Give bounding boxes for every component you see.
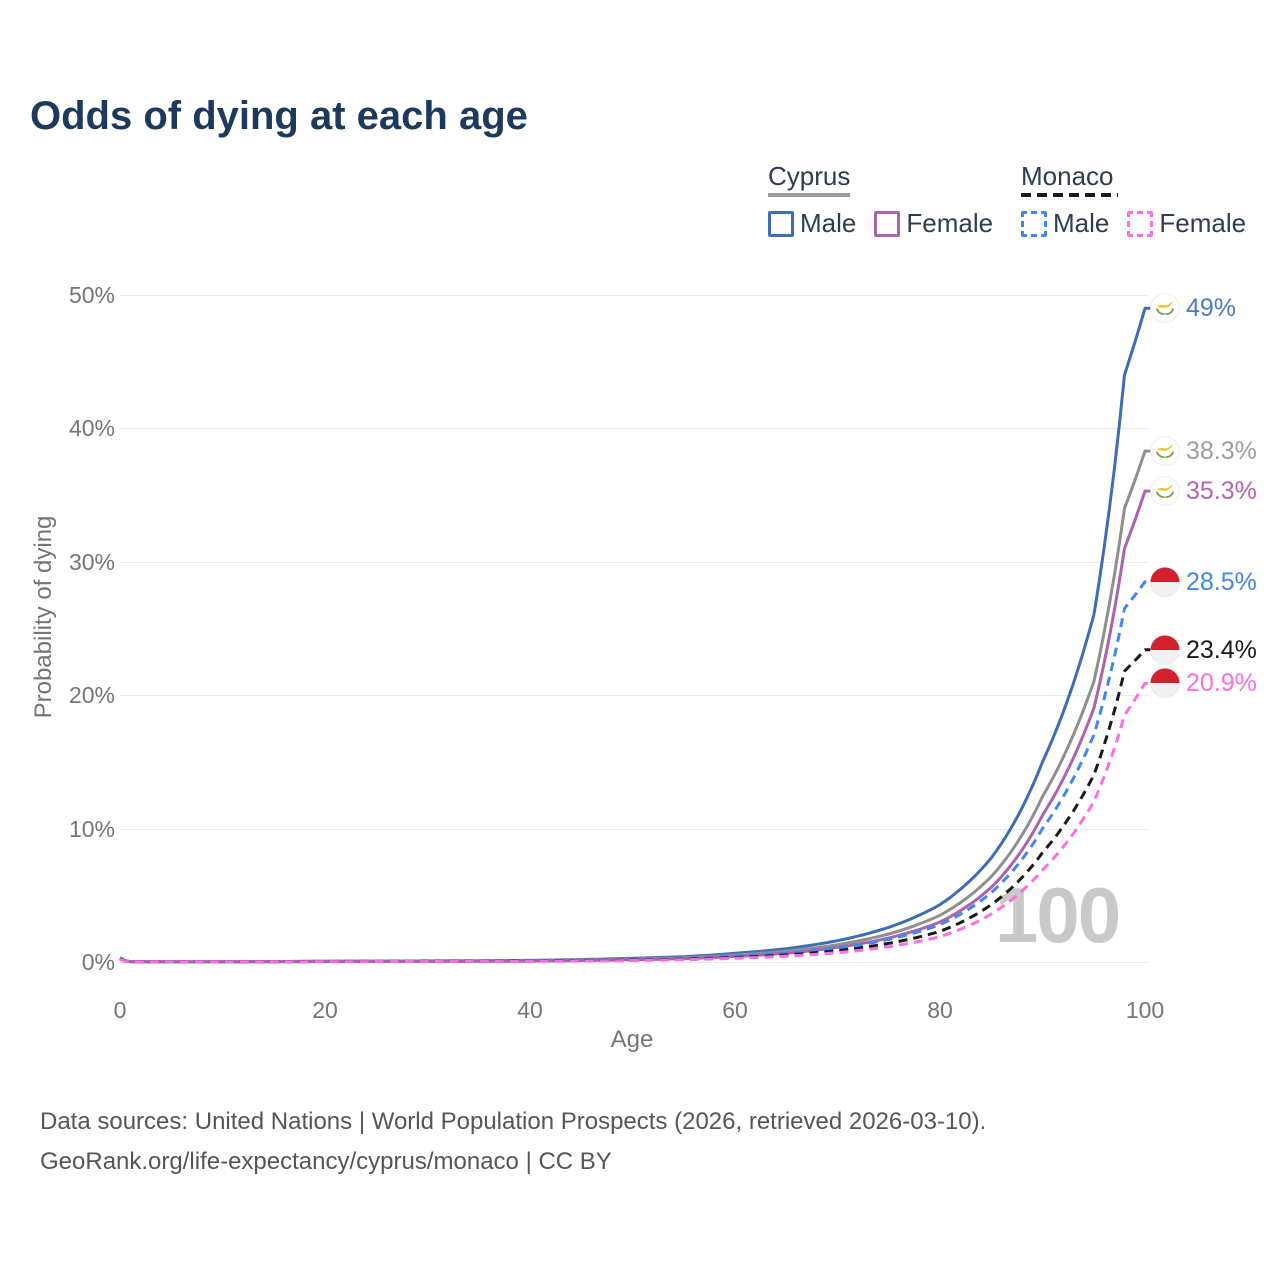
- end-label-cyprus-female: 35.3%: [1150, 476, 1257, 506]
- page-title: Odds of dying at each age: [30, 94, 528, 138]
- y-tick-label-40%: 40%: [68, 415, 115, 441]
- cyprus-line-swatch: [768, 193, 850, 197]
- y-tick-label-20%: 20%: [68, 682, 115, 708]
- legend-group-cyprus: Cyprus Male Female: [768, 162, 993, 239]
- x-tick-label-20: 20: [312, 997, 338, 1023]
- end-label-cyprus-both-sexes: 38.3%: [1150, 436, 1257, 466]
- gridline-10%: [120, 829, 1148, 830]
- cyprus-flag-icon: [1150, 293, 1180, 323]
- legend-cyprus-label[interactable]: Cyprus: [768, 161, 851, 191]
- gridline-40%: [120, 428, 1148, 429]
- end-label-monaco-male: 28.5%: [1150, 567, 1257, 597]
- x-tick-label-100: 100: [1125, 997, 1165, 1023]
- end-value: 38.3%: [1186, 436, 1257, 465]
- cyprus-flag-icon: [1150, 436, 1180, 466]
- end-label-monaco-both-sexes: 23.4%: [1150, 635, 1257, 665]
- end-value: 49%: [1186, 293, 1237, 322]
- end-label-monaco-female: 20.9%: [1150, 668, 1257, 698]
- end-value: 35.3%: [1186, 476, 1257, 505]
- cyprus-flag-icon: [1150, 476, 1180, 506]
- line-cyprus-male: [119, 306, 1151, 964]
- x-tick-label-80: 80: [927, 997, 953, 1023]
- footer-data-sources: Data sources: United Nations | World Pop…: [40, 1108, 987, 1135]
- gridline-0%: [120, 962, 1148, 963]
- cyprus-male-label[interactable]: Male: [800, 208, 857, 238]
- monaco-flag-icon: [1150, 668, 1180, 698]
- x-tick-label-0: 0: [113, 997, 127, 1023]
- gridline-30%: [120, 562, 1148, 563]
- x-tick-label-60: 60: [722, 997, 748, 1023]
- footer-attribution: GeoRank.org/life-expectancy/cyprus/monac…: [40, 1148, 612, 1175]
- x-tick-label-40: 40: [517, 997, 543, 1023]
- y-tick-label-0%: 0%: [81, 949, 115, 975]
- monaco-female-label[interactable]: Female: [1159, 208, 1247, 238]
- monaco-flag-icon: [1150, 635, 1180, 665]
- monaco-line-swatch: [1021, 193, 1118, 197]
- cyprus-female-swatch[interactable]: [874, 210, 901, 237]
- x-axis-title: Age: [610, 1026, 654, 1053]
- end-value: 20.9%: [1186, 668, 1257, 697]
- age-watermark: 100: [995, 871, 1121, 959]
- monaco-male-label[interactable]: Male: [1053, 208, 1110, 238]
- monaco-flag-icon: [1150, 567, 1180, 597]
- legend-group-monaco: Monaco Male Female: [1021, 162, 1246, 239]
- cyprus-male-swatch[interactable]: [768, 210, 794, 237]
- cyprus-female-label[interactable]: Female: [906, 208, 994, 238]
- gridline-50%: [120, 295, 1148, 296]
- legend-monaco-label[interactable]: Monaco: [1021, 161, 1114, 191]
- gridline-20%: [120, 695, 1148, 696]
- end-value: 28.5%: [1186, 567, 1257, 596]
- end-label-cyprus-male: 49%: [1150, 293, 1236, 323]
- monaco-male-swatch[interactable]: [1021, 210, 1047, 237]
- y-tick-label-10%: 10%: [68, 816, 115, 842]
- monaco-female-swatch[interactable]: [1127, 210, 1154, 237]
- y-tick-label-50%: 50%: [68, 282, 115, 308]
- end-value: 23.4%: [1186, 635, 1257, 664]
- y-tick-label-30%: 30%: [68, 549, 115, 575]
